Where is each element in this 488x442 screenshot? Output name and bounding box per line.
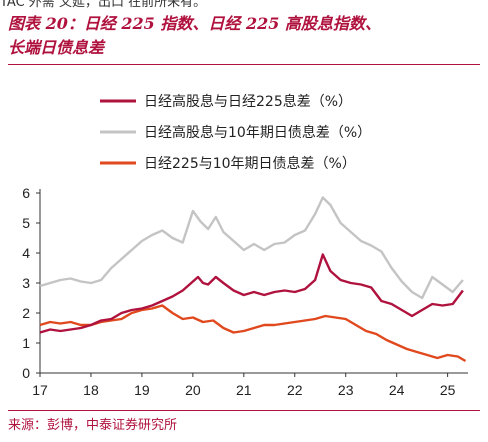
legend: 日经高股息与日经225息差（%） 日经高股息与10年期日债息差（%） 日经225与1… [100, 93, 371, 172]
x-tick-label: 25 [440, 382, 456, 398]
title-divider [8, 64, 480, 65]
y-tick-label: 6 [22, 185, 30, 201]
x-tick-label: 24 [389, 382, 405, 398]
legend-label-1: 日经高股息与10年期日债息差（%） [144, 124, 371, 141]
y-tick-label: 2 [22, 305, 30, 321]
y-tick-label: 1 [22, 335, 30, 351]
x-tick-label: 21 [236, 382, 252, 398]
y-tick-label: 0 [22, 365, 30, 381]
source-note: 来源：彭博，中泰证券研究所 [8, 418, 178, 433]
x-tick-label: 23 [338, 382, 354, 398]
y-tick-label: 3 [22, 275, 30, 291]
legend-label-2: 日经225与10年期日债息差（%） [144, 155, 356, 172]
series-line-0 [39, 253, 464, 334]
legend-label-0: 日经高股息与日经225息差（%） [144, 93, 352, 110]
source-divider [8, 410, 480, 411]
y-tick-label: 4 [22, 245, 30, 261]
y-tick-label: 5 [22, 215, 30, 231]
series-line-1 [39, 196, 464, 300]
cropped-previous-text: TAC 外需 又延，出口 在前所未有。 [0, 0, 207, 10]
x-tick-label: 19 [134, 382, 150, 398]
x-tick-label: 18 [83, 382, 99, 398]
series-layer [39, 196, 467, 363]
figure-title-line-1: 图表 20：日经 225 指数、日经 225 高股息指数、 [8, 14, 381, 33]
series-line-2 [39, 304, 467, 363]
x-tick-label: 20 [185, 382, 201, 398]
figure-title-line-2: 长端日债息差 [8, 38, 105, 57]
x-tick-label: 17 [32, 382, 48, 398]
x-tick-label: 22 [287, 382, 303, 398]
